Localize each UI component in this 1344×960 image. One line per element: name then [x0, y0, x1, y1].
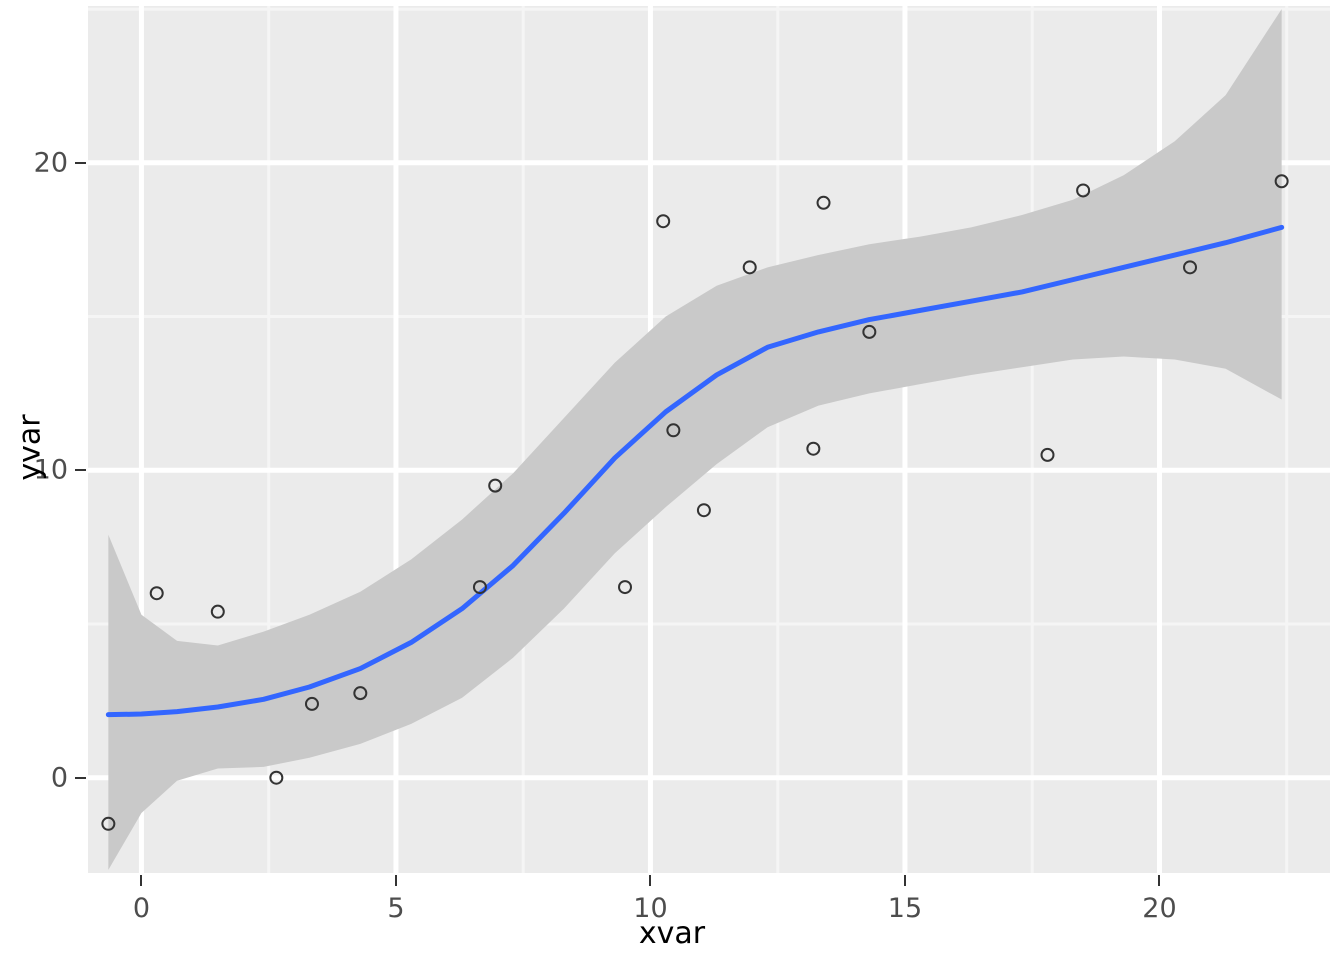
y-tick-mark	[75, 776, 86, 779]
data-point	[742, 260, 757, 275]
confidence-band	[108, 9, 1282, 870]
y-tick-mark	[75, 469, 86, 472]
y-tick-mark	[75, 161, 86, 164]
y-tick-label: 20	[33, 147, 68, 179]
data-point	[1076, 183, 1091, 198]
data-point	[1274, 174, 1289, 189]
data-point	[304, 696, 319, 711]
plot-panel	[88, 6, 1330, 873]
data-point	[149, 586, 164, 601]
data-point	[210, 604, 225, 619]
y-tick-label: 0	[50, 762, 68, 794]
x-tick-label: 10	[633, 893, 668, 924]
x-axis-title: xvar	[638, 916, 706, 951]
data-point	[472, 580, 487, 595]
data-point	[618, 580, 633, 595]
data-point	[353, 686, 368, 701]
x-tick-mark	[649, 875, 652, 886]
data-point	[806, 441, 821, 456]
x-tick-mark	[394, 875, 397, 886]
x-tick-label: 20	[1142, 893, 1177, 924]
plot-canvas	[88, 6, 1330, 873]
data-point	[101, 816, 116, 831]
data-point	[816, 195, 831, 210]
x-tick-label: 5	[387, 893, 405, 924]
data-point	[488, 478, 503, 493]
y-tick-label: 10	[33, 454, 68, 486]
x-tick-mark	[140, 875, 143, 886]
data-points	[101, 174, 1289, 831]
data-point	[1183, 260, 1198, 275]
data-point	[696, 503, 711, 518]
x-tick-label: 15	[887, 893, 923, 924]
data-point	[862, 324, 877, 339]
data-point	[269, 770, 284, 785]
x-tick-mark	[1158, 875, 1161, 886]
y-axis-title: yvar	[12, 414, 48, 481]
data-point	[666, 423, 681, 438]
data-point	[1040, 447, 1055, 462]
smooth-line	[105, 224, 1285, 718]
data-point	[656, 214, 671, 229]
x-tick-label: 0	[132, 893, 151, 924]
x-tick-mark	[903, 875, 906, 886]
